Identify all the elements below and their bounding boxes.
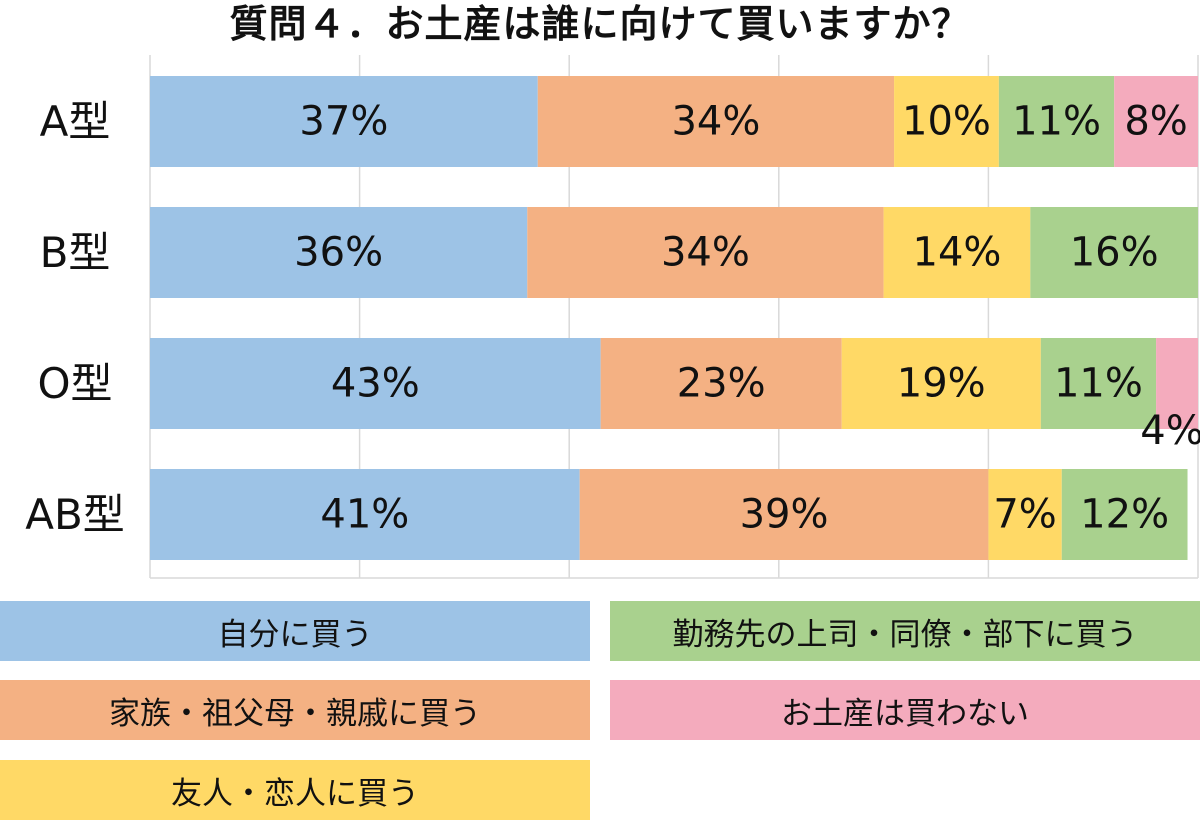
legend-label: 友人・恋人に買う (171, 775, 419, 812)
data-label: 10% (902, 99, 991, 145)
bar-segment (998, 76, 1115, 167)
category-label: A型 (40, 97, 111, 146)
bar-segment (579, 469, 989, 560)
bar-segment (1114, 76, 1198, 167)
category-label: AB型 (25, 490, 125, 539)
bar-segment (537, 76, 895, 167)
data-label: 19% (897, 361, 986, 407)
legend-item: 自分に買う (0, 601, 590, 661)
bar-segment (150, 207, 528, 298)
legend-label: 家族・祖父母・親戚に買う (109, 695, 481, 732)
data-label: 8% (1124, 99, 1187, 145)
category-label-layer: A型 B型 O型 AB型 (25, 97, 125, 539)
legend-label: お土産は買わない (781, 695, 1029, 732)
bar-segment (894, 76, 999, 167)
category-label: O型 (37, 359, 112, 408)
bar-segment (1040, 338, 1157, 429)
data-label: 23% (677, 361, 766, 407)
data-label: 12% (1080, 492, 1169, 538)
category-label: B型 (40, 228, 111, 277)
chart-title: 質問４．お土産は誰に向けて買いますか？ (229, 2, 971, 46)
bar-segment (1156, 338, 1198, 429)
bar-segment (841, 338, 1041, 429)
data-label: 7% (993, 492, 1056, 538)
data-label: 36% (294, 230, 383, 276)
bar-segment (1061, 469, 1188, 560)
bar-segment (150, 338, 601, 429)
data-label: 11% (1054, 361, 1143, 407)
data-label: 41% (320, 492, 409, 538)
legend-item: 勤務先の上司・同僚・部下に買う (610, 601, 1200, 661)
data-label: 34% (671, 99, 760, 145)
data-label: 39% (740, 492, 829, 538)
data-label: 4% (1140, 408, 1200, 454)
bar-segment (600, 338, 842, 429)
bar-segment (150, 469, 580, 560)
legend-item: 友人・恋人に買う (0, 760, 590, 820)
label-layer: 37% 34% 10% 11% 8%36% 34% 14% 16%43% 23% 19% 11%4%… (294, 99, 1200, 538)
legend-label: 自分に買う (217, 616, 373, 653)
legend-item: お土産は買わない (610, 680, 1200, 740)
data-label: 34% (661, 230, 750, 276)
bar-segment (883, 207, 1031, 298)
bar-segment (527, 207, 884, 298)
legend-label: 勤務先の上司・同僚・部下に買う (672, 616, 1138, 653)
data-label: 37% (299, 99, 388, 145)
bar-segment (1030, 207, 1198, 298)
bar-layer (150, 76, 1198, 560)
data-label: 16% (1070, 230, 1159, 276)
data-label: 11% (1012, 99, 1101, 145)
data-label: 43% (331, 361, 420, 407)
legend-item: 家族・祖父母・親戚に買う (0, 680, 590, 740)
data-label: 14% (913, 230, 1002, 276)
stacked-bar-chart: 37% 34% 10% 11% 8%36% 34% 14% 16%43% 23% 19% 11%4%… (25, 55, 1200, 579)
bar-segment (150, 76, 538, 167)
bar-segment (988, 469, 1062, 560)
